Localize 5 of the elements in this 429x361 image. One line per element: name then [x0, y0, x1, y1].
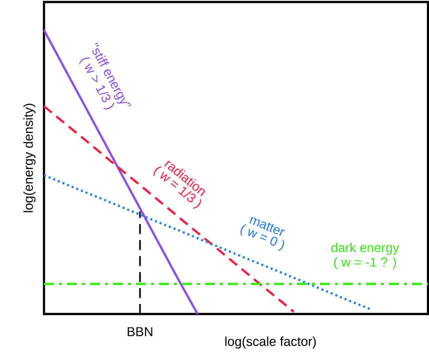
annotation: ( w = -1 ? ) [334, 257, 396, 270]
y-axis-title: log(energy density) [23, 104, 36, 212]
x-axis-title: log(scale factor) [225, 336, 316, 349]
text: BBN [128, 327, 152, 336]
text: dark energy [331, 242, 400, 255]
